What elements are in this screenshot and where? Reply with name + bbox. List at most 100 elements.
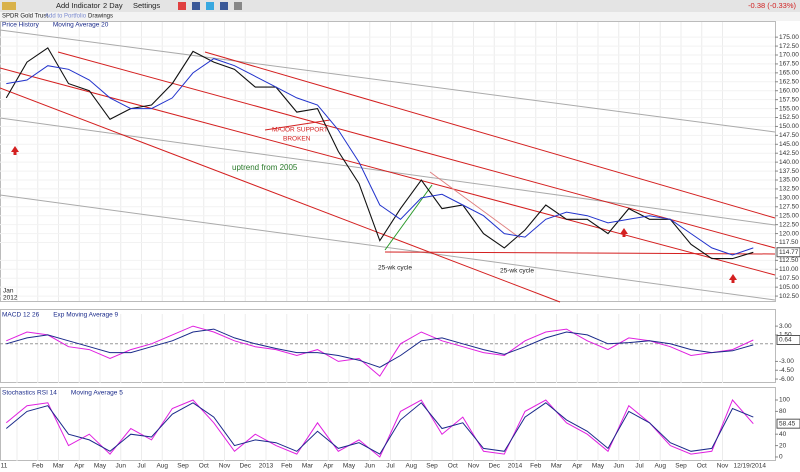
series-line <box>6 58 754 256</box>
arrow <box>622 233 626 237</box>
x-tick-label: 11 <box>1 463 8 470</box>
x-tick-label: May <box>592 463 605 470</box>
sub-toolbar <box>0 12 800 21</box>
y-tick-label: 140.00 <box>779 159 799 166</box>
series-line <box>5 399 754 458</box>
y-tick-label: -3.00 <box>779 358 794 365</box>
indicator-name[interactable]: MACD 12 26 <box>2 312 40 319</box>
y-tick-label: 112.50 <box>779 257 799 264</box>
indicator-name[interactable]: Stochastics RSI 14 <box>2 390 57 397</box>
last-value-label: 0.64 <box>779 337 792 344</box>
channel-line <box>0 87 561 303</box>
share-icon[interactable] <box>206 2 214 10</box>
channel-line <box>57 51 776 249</box>
grid <box>0 22 775 461</box>
last-value-box <box>776 418 800 429</box>
last-value-label: 114.77 <box>779 249 799 256</box>
x-tick-label: Mar <box>302 463 314 470</box>
x-tick-label: Dec <box>488 463 500 470</box>
x-tick-label: Jun <box>365 463 376 470</box>
arrow <box>731 279 735 283</box>
y-tick-label: 40 <box>779 431 787 438</box>
x-tick-label: Jul <box>137 463 146 470</box>
y-tick-label: 165.00 <box>779 70 799 77</box>
y-tick-label: 162.50 <box>779 79 799 86</box>
arrow <box>620 228 628 234</box>
symbol-name: SPDR Gold Trust <box>2 14 48 20</box>
x-tick-label: Aug <box>405 463 417 470</box>
support-line <box>384 251 776 255</box>
share-icon[interactable] <box>234 2 242 10</box>
settings[interactable]: Settings <box>133 1 160 10</box>
y-tick-label: 157.50 <box>779 96 799 103</box>
price-panel <box>0 21 776 302</box>
period-label: 2012 <box>3 295 18 302</box>
y-tick-label: 135.00 <box>779 177 799 184</box>
y-tick-label: 107.50 <box>779 275 799 282</box>
y-tick-label: 125.00 <box>779 212 799 219</box>
drawings <box>0 29 776 303</box>
drawings[interactable]: Drawings <box>88 14 113 20</box>
series-line <box>6 328 754 368</box>
x-tick-label: Oct <box>697 463 707 470</box>
y-tick-label: 3.00 <box>779 323 792 330</box>
y-tick-label: 142.50 <box>779 150 799 157</box>
indicator-name[interactable]: Moving Average 5 <box>71 390 123 397</box>
y-tick-label: 167.50 <box>779 61 799 68</box>
macd-panel <box>0 309 776 383</box>
y-tick-label: 0 <box>779 454 783 461</box>
x-tick-label: Nov <box>219 463 231 470</box>
add-indicator[interactable]: Add Indicator <box>56 1 101 10</box>
x-tick-label: Dec <box>239 463 251 470</box>
trend-line <box>0 194 776 301</box>
x-tick-label: 2013 <box>259 463 274 470</box>
y-tick-label: 110.00 <box>779 266 799 273</box>
y-tick-label: -6.00 <box>779 376 794 383</box>
indicator-name[interactable]: Moving Average 20 <box>53 22 109 29</box>
last-value-box <box>776 247 800 258</box>
add-to-portfolio[interactable]: Add to Portfolio <box>45 14 87 20</box>
x-tick-label: May <box>94 463 107 470</box>
x-tick-label: Apr <box>323 463 334 470</box>
share-icon[interactable] <box>220 2 228 10</box>
arrow <box>11 146 19 152</box>
series-line <box>6 325 754 377</box>
x-tick-label: Apr <box>74 463 85 470</box>
y-tick-label: 130.00 <box>779 195 799 202</box>
last-value-label: 58.45 <box>779 420 796 427</box>
x-tick-label: May <box>343 463 356 470</box>
x-tick-label: Oct <box>199 463 209 470</box>
x-tick-label: Nov <box>717 463 729 470</box>
y-tick-label: -4.50 <box>779 367 794 374</box>
arrow <box>13 151 17 155</box>
period[interactable]: 2 Day <box>103 1 123 10</box>
y-tick-label: 127.50 <box>779 204 799 211</box>
channel-line <box>204 51 776 219</box>
x-tick-label: Jun <box>116 463 127 470</box>
y-tick-label: 80 <box>779 408 787 415</box>
x-tick-label: Feb <box>281 463 293 470</box>
series-line <box>5 402 754 455</box>
indicator-name[interactable]: Price History <box>2 22 40 29</box>
indicator-name[interactable]: Exp Moving Average 9 <box>53 312 118 319</box>
last-value-box <box>776 335 800 345</box>
y-tick-label: 150.00 <box>779 123 799 130</box>
y-tick-label: 175.00 <box>779 34 799 41</box>
annotation: uptrend from 2005 <box>232 163 298 172</box>
y-tick-label: 132.50 <box>779 186 799 193</box>
y-tick-label: 105.00 <box>779 284 799 291</box>
share-icon[interactable] <box>178 2 186 10</box>
y-tick-label: 120.00 <box>779 230 799 237</box>
end-date: 12/19/2014 <box>733 463 766 470</box>
x-tick-label: Apr <box>572 463 583 470</box>
x-tick-label: Sep <box>177 463 189 470</box>
y-tick-label: 100 <box>779 397 790 404</box>
x-tick-label: Aug <box>156 463 168 470</box>
price-change: -0.38 (-0.33%) <box>748 1 796 10</box>
y-tick-label: 155.00 <box>779 105 799 112</box>
y-tick-label: 117.50 <box>779 239 799 246</box>
x-tick-label: Jul <box>635 463 644 470</box>
annotation: 25-wk cycle <box>500 268 534 275</box>
y-tick-label: 147.50 <box>779 132 799 139</box>
share-icon[interactable] <box>192 2 200 10</box>
